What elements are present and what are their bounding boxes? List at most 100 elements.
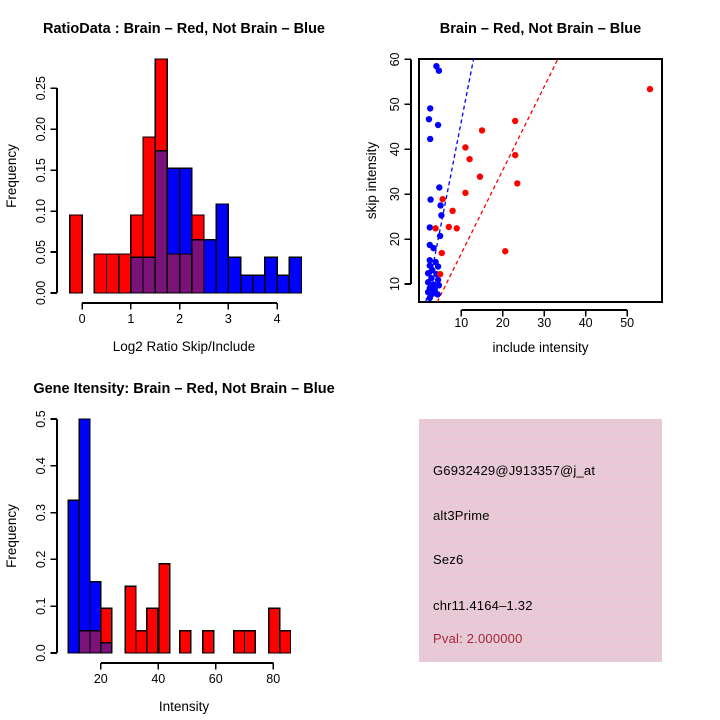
x-axis-label: include intensity	[492, 340, 588, 355]
x-tick-label: 1	[127, 312, 134, 326]
scatter-point-red	[462, 144, 469, 151]
x-tick-label: 20	[94, 672, 108, 686]
scatter-point-red	[502, 248, 509, 255]
y-tick-label: 0.20	[34, 117, 48, 141]
y-axis-label: Frequency	[4, 504, 19, 568]
chart-title: Brain – Red, Not Brain – Blue	[440, 21, 641, 37]
fit-line-blue	[425, 58, 475, 303]
hist-bar-red	[233, 630, 246, 654]
hist-bar-overlap	[100, 642, 113, 654]
hist-bar-red	[268, 607, 281, 654]
y-tick-label: 0.25	[34, 76, 48, 100]
y-tick-label: 0.1	[34, 597, 48, 614]
gene-name-text: Sez6	[433, 552, 464, 567]
scatter-point-blue	[435, 67, 443, 74]
locus-text: chr11.4164–1.32	[433, 598, 533, 613]
intensity-scatter-plot: 10 20 30 40 50 10 20 30 40 50 60 Brain – Red, Not B…	[364, 21, 663, 355]
scatter-point-blue	[436, 232, 444, 240]
y-tick-label: 0.00	[34, 281, 48, 305]
y-tick-label: 0.4	[34, 457, 48, 474]
scatter-point-red	[514, 180, 521, 187]
y-tick-label: 0.5	[34, 410, 48, 427]
x-tick-label: 40	[579, 316, 593, 330]
hist-bar-blue	[276, 274, 291, 294]
scatter-point-blue	[438, 212, 445, 219]
hist-bar-red	[105, 253, 120, 294]
hist-bar-red	[135, 630, 148, 654]
hist-bar-overlap	[78, 630, 91, 654]
scatter-point-red	[432, 225, 439, 232]
scatter-point-blue	[426, 105, 434, 112]
ratio-histogram-plot: 0 1 2 3 4 0.00 0.05 0.10 0.15 0.20 0.25 RatioData :…	[4, 21, 325, 354]
scatter-point-blue	[430, 244, 437, 252]
pval-text: Pval: 2.000000	[433, 631, 523, 646]
scatter-point-blue	[434, 291, 441, 298]
scatter-point-red	[476, 173, 484, 180]
y-axis-label: Frequency	[4, 144, 19, 208]
plot-box	[418, 58, 663, 303]
y-tick-label: 60	[388, 52, 402, 66]
panel-gene-histogram: 20 40 60 80 0.0 0.1 0.2 0.3 0.4 0.5 Gene Itensity:…	[0, 360, 360, 720]
hist-bar-overlap	[166, 253, 181, 294]
scatter-point-blue	[425, 115, 433, 123]
panel-ratio-histogram: 0 1 2 3 4 0.00 0.05 0.10 0.15 0.20 0.25 RatioData :…	[0, 0, 360, 360]
scatter-point-blue	[436, 184, 443, 191]
fit-line-red	[436, 58, 559, 303]
x-tick-label: 50	[620, 316, 634, 330]
hist-bar-blue	[78, 418, 91, 654]
x-axis-label: Intensity	[159, 699, 210, 714]
scatter-point-blue	[426, 224, 433, 231]
hist-bar-red	[158, 563, 171, 654]
scatter-point-blue	[426, 294, 433, 302]
hist-bar-blue	[288, 256, 303, 294]
y-tick-label: 0.05	[34, 240, 48, 264]
hist-bar-blue	[227, 256, 242, 294]
y-tick-label: 0.15	[34, 158, 48, 182]
scatter-point-red	[462, 189, 469, 197]
scatter-point-blue	[434, 263, 442, 270]
hist-bar-blue	[67, 499, 80, 654]
x-axis-label: Log2 Ratio Skip/Include	[113, 339, 256, 354]
hist-bar-overlap	[178, 253, 193, 294]
scatter-point-blue	[426, 135, 434, 143]
splice-type-text: alt3Prime	[433, 508, 490, 523]
hist-bar-overlap	[142, 256, 156, 294]
hist-bar-overlap	[191, 238, 205, 294]
hist-bar-red	[279, 630, 292, 654]
scatter-point-red	[466, 155, 473, 163]
hist-bar-red	[179, 630, 192, 654]
scatter-point-red	[449, 207, 456, 215]
info-box	[419, 419, 662, 662]
x-tick-label: 40	[151, 672, 165, 686]
hist-bar-red	[146, 607, 159, 654]
y-tick-label: 50	[388, 97, 402, 111]
chart-title: RatioData : Brain – Red, Not Brain – Blu…	[43, 21, 325, 37]
x-tick-label: 20	[496, 316, 510, 330]
y-tick-label: 10	[388, 277, 402, 291]
hist-bar-red	[243, 630, 256, 654]
scatter-point-blue	[427, 196, 434, 203]
hist-bar-red	[69, 214, 83, 294]
scatter-point-red	[453, 225, 460, 232]
scatter-point-red	[445, 223, 453, 231]
hist-bar-blue	[264, 256, 278, 294]
y-tick-label: 20	[388, 232, 402, 246]
hist-bar-red	[202, 630, 215, 654]
panel-intensity-scatter: 10 20 30 40 50 10 20 30 40 50 60 Brain – Red, Not B…	[360, 0, 720, 360]
y-tick-label: 0.2	[34, 551, 48, 568]
x-tick-label: 2	[176, 312, 183, 326]
scatter-point-blue	[437, 202, 444, 209]
y-tick-label: 0.10	[34, 199, 48, 223]
y-tick-label: 30	[388, 187, 402, 201]
scatter-point-blue	[434, 121, 442, 129]
scatter-point-blue	[426, 257, 433, 264]
x-tick-label: 80	[266, 672, 280, 686]
scatter-point-red	[478, 127, 486, 134]
hist-bar-blue	[252, 274, 266, 294]
chart-title: Gene Itensity: Brain – Red, Not Brain – …	[33, 381, 334, 397]
scatter-point-red	[438, 249, 446, 257]
y-tick-label: 0.3	[34, 504, 48, 521]
scatter-point-red	[646, 85, 654, 93]
x-tick-label: 30	[537, 316, 551, 330]
